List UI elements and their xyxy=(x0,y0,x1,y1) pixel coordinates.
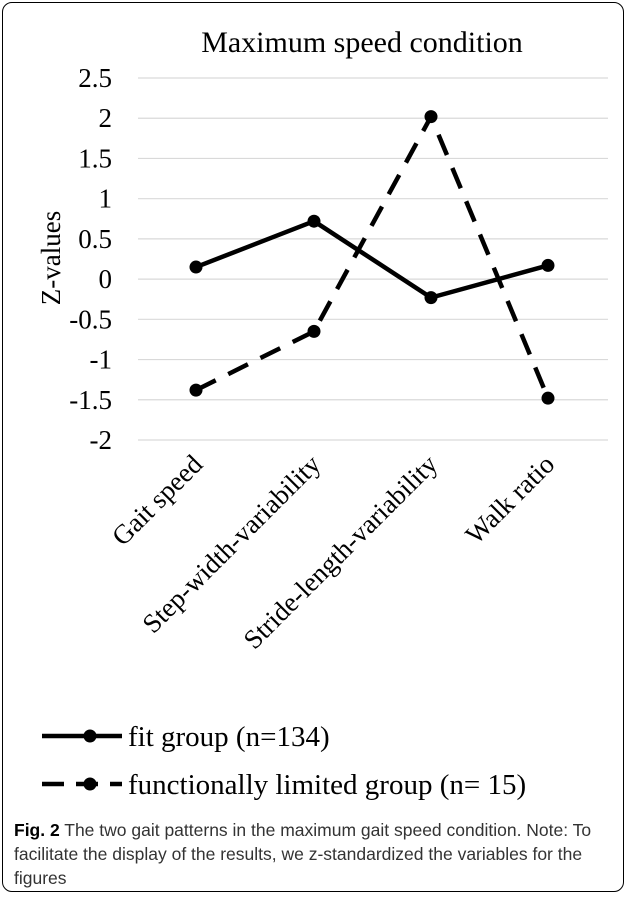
data-point xyxy=(307,214,321,228)
series-functionally-limited xyxy=(189,110,555,405)
y-tick-label: -2 xyxy=(90,425,113,455)
y-tick-label: -1 xyxy=(90,345,113,375)
data-point xyxy=(189,383,203,397)
data-point xyxy=(307,324,321,338)
line-chart: Maximum speed condition Z-values 2.5 2 1.5… xyxy=(36,26,608,801)
y-tick-label: 0 xyxy=(99,264,113,294)
data-point xyxy=(424,110,438,124)
series xyxy=(189,110,555,405)
grid xyxy=(138,77,608,441)
data-point xyxy=(541,258,555,272)
data-point xyxy=(541,391,555,405)
legend-item: fit group (n=134) xyxy=(42,721,330,753)
data-point xyxy=(189,260,203,274)
y-tick-label: 0.5 xyxy=(78,224,112,254)
y-tick-label: -0.5 xyxy=(69,304,112,334)
legend: fit group (n=134) functionally limited gr… xyxy=(42,721,526,801)
y-tick-label: 1 xyxy=(99,184,113,214)
legend-item: functionally limited group (n= 15) xyxy=(42,769,526,801)
series-line xyxy=(195,218,549,300)
data-point xyxy=(424,291,438,305)
y-tick-label: 2 xyxy=(99,103,113,133)
figure-label: Fig. 2 xyxy=(14,820,60,840)
legend-label: fit group (n=134) xyxy=(128,721,330,753)
y-tick-label: 1.5 xyxy=(78,143,112,173)
legend-marker xyxy=(83,729,97,743)
caption-text: The two gait patterns in the maximum gai… xyxy=(14,820,592,888)
x-category-label: Walk ratio xyxy=(459,449,560,550)
y-tick-label: -1.5 xyxy=(69,385,112,415)
legend-marker xyxy=(83,777,97,791)
legend-label: functionally limited group (n= 15) xyxy=(128,769,526,801)
series-fit xyxy=(189,214,555,305)
x-category-label: Gait speed xyxy=(106,449,209,552)
y-tick-label: 2.5 xyxy=(78,63,112,93)
x-category-label: Stride-length-variability xyxy=(238,449,444,655)
figure-caption: Fig. 2 The two gait patterns in the maxi… xyxy=(14,818,614,890)
y-axis-label: Z-values xyxy=(36,211,66,305)
y-axis-ticks: 2.5 2 1.5 1 0.5 0 -0.5 -1 -1.5 -2 xyxy=(69,63,112,455)
x-axis-categories: Gait speedStep-width-variabilityStride-l… xyxy=(106,449,560,655)
series-line xyxy=(194,114,551,400)
chart-title: Maximum speed condition xyxy=(201,26,523,59)
